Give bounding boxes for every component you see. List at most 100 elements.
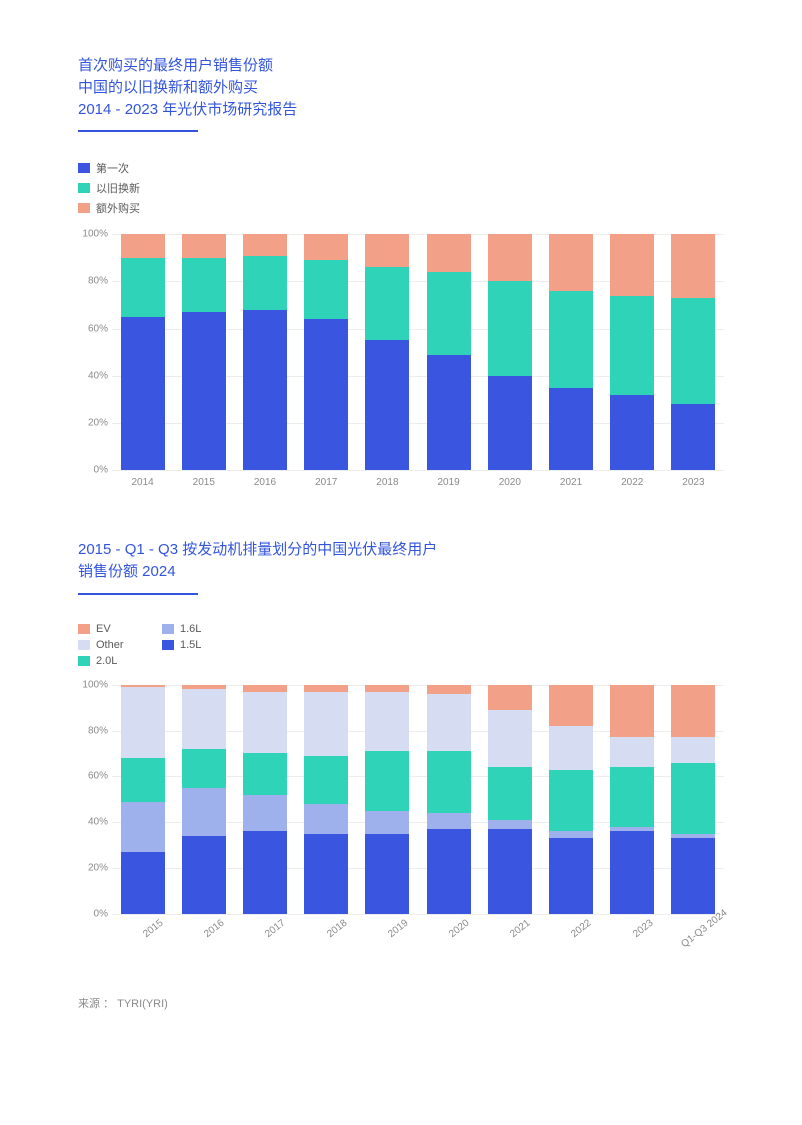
bar-segment-l16 (243, 795, 287, 832)
legend-label: 第一次 (96, 160, 129, 176)
bar-segment-l20 (121, 758, 165, 802)
x-axis-label: 2020 (479, 471, 540, 499)
bar-column (296, 685, 357, 914)
bar-column (663, 234, 724, 470)
stacked-bar (243, 234, 287, 470)
stacked-bar (304, 234, 348, 470)
bar-column (357, 234, 418, 470)
bar-segment-ev (671, 685, 715, 738)
legend-swatch (78, 183, 90, 193)
bar-segment-extra (243, 234, 287, 255)
stacked-bar (671, 234, 715, 470)
bar-segment-tradein (488, 281, 532, 375)
bar-segment-tradein (304, 260, 348, 319)
bar-segment-ev (488, 685, 532, 710)
bar-segment-ev (610, 685, 654, 738)
chart-2-title: 2015 - Q1 - Q3 按发动机排量划分的中国光伏最终用户 销售份额 20… (78, 539, 724, 583)
chart-2-area: 0%20%40%60%80%100% 201520162017201820192… (78, 685, 724, 955)
chart-2-underline (78, 593, 198, 595)
bar-segment-l15 (427, 829, 471, 914)
bar-segment-l20 (427, 751, 471, 813)
bar-segment-l20 (488, 767, 532, 820)
bar-column (602, 685, 663, 914)
stacked-bar (243, 685, 287, 914)
legend-swatch (78, 203, 90, 213)
bar-segment-l20 (365, 751, 409, 811)
legend-item: 1.5L (162, 639, 222, 651)
y-axis-label: 100% (78, 679, 108, 690)
bar-column (418, 234, 479, 470)
bar-segment-l16 (365, 811, 409, 834)
bar-segment-first (671, 404, 715, 470)
legend-item: 1.6L (162, 623, 222, 635)
bar-column (540, 685, 601, 914)
bar-segment-other (182, 689, 226, 749)
stacked-bar (304, 685, 348, 914)
bar-segment-l16 (182, 788, 226, 836)
legend-item: 额外购买 (78, 200, 724, 216)
bar-segment-tradein (243, 256, 287, 310)
chart-2-title-line-1: 2015 - Q1 - Q3 按发动机排量划分的中国光伏最终用户 (78, 539, 724, 561)
legend-swatch (78, 656, 90, 666)
legend-item: Other (78, 639, 138, 651)
stacked-bar (182, 234, 226, 470)
stacked-bar (427, 685, 471, 914)
legend-item: 第一次 (78, 160, 724, 176)
bar-segment-first (549, 388, 593, 471)
y-axis-label: 20% (78, 418, 108, 429)
bar-segment-ev (427, 685, 471, 694)
bar-segment-tradein (182, 258, 226, 312)
bar-column (173, 685, 234, 914)
bar-column (479, 234, 540, 470)
stacked-bar (365, 234, 409, 470)
bar-segment-ev (304, 685, 348, 692)
chart-2-section: 2015 - Q1 - Q3 按发动机排量划分的中国光伏最终用户 销售份额 20… (78, 539, 724, 955)
stacked-bar (182, 685, 226, 914)
bar-column (540, 234, 601, 470)
bar-segment-first (365, 340, 409, 470)
bar-segment-tradein (610, 296, 654, 395)
bar-segment-extra (610, 234, 654, 295)
stacked-bar (671, 685, 715, 914)
bar-segment-other (549, 726, 593, 770)
bar-segment-ev (243, 685, 287, 692)
report-page: 首次购买的最终用户销售份额 中国的以旧换新和额外购买 2014 - 2023 年… (0, 0, 802, 1125)
y-axis-label: 60% (78, 323, 108, 334)
legend-row: Other 1.5L (78, 639, 724, 651)
bar-column (173, 234, 234, 470)
bar-column (296, 234, 357, 470)
bar-segment-l16 (121, 802, 165, 852)
legend-item: 以旧换新 (78, 180, 724, 196)
bar-segment-first (610, 395, 654, 471)
bar-segment-l20 (610, 767, 654, 827)
y-axis-label: 0% (78, 465, 108, 476)
stacked-bar (488, 234, 532, 470)
y-axis-label: 80% (78, 725, 108, 736)
x-axis-label: 2018 (357, 471, 418, 499)
source-label: 来源 ： TYRI(YRI) (78, 995, 724, 1011)
bar-segment-extra (427, 234, 471, 272)
bar-column (112, 685, 173, 914)
chart-1-title: 首次购买的最终用户销售份额 中国的以旧换新和额外购买 2014 - 2023 年… (78, 55, 724, 120)
bar-segment-l16 (304, 804, 348, 834)
bar-segment-other (365, 692, 409, 752)
bar-segment-extra (182, 234, 226, 258)
y-axis-label: 80% (78, 276, 108, 287)
legend-item: 2.0L (78, 655, 138, 667)
bars-container (112, 685, 724, 914)
bar-segment-l16 (488, 820, 532, 829)
chart-2-title-line-2: 销售份额 2024 (78, 561, 724, 583)
legend-item: EV (78, 623, 138, 635)
legend-label: 以旧换新 (96, 180, 140, 196)
bar-segment-other (488, 710, 532, 767)
legend-swatch (162, 624, 174, 634)
bar-column (602, 234, 663, 470)
legend-swatch (78, 640, 90, 650)
stacked-bar (610, 685, 654, 914)
stacked-bar (488, 685, 532, 914)
bar-segment-l20 (549, 770, 593, 832)
x-axis-label: 2016 (234, 471, 295, 499)
chart-1-plot: 0%20%40%60%80%100% (112, 234, 724, 471)
legend-label: 额外购买 (96, 200, 140, 216)
bar-segment-extra (121, 234, 165, 258)
